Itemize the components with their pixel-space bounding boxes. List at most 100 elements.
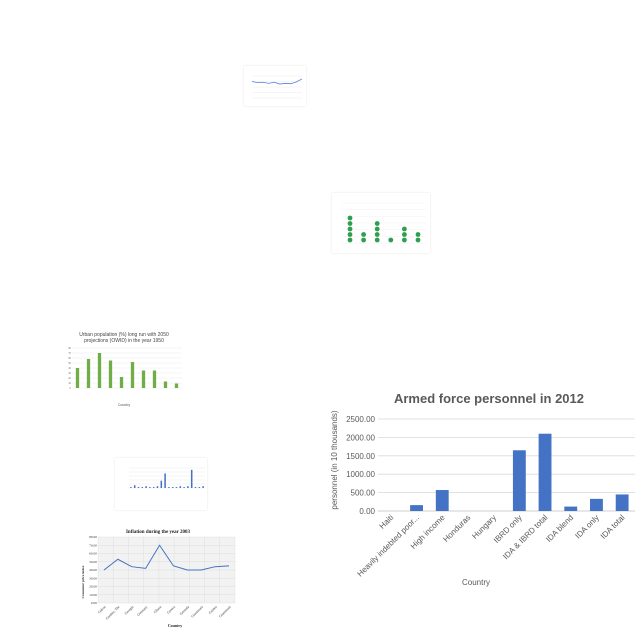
x-tick-label: Georgia	[124, 605, 135, 616]
y-tick-label: 60	[68, 357, 71, 360]
y-tick-label: 20	[68, 377, 71, 380]
y-tick-label: 50.00	[89, 560, 97, 564]
chart-ylabel: Consumer price index	[81, 565, 85, 598]
bar	[190, 469, 193, 488]
y-tick-label: 1500.00	[346, 452, 375, 461]
blue-bars-small-panel	[115, 458, 207, 510]
y-tick-label: 2000.00	[346, 433, 375, 442]
chart-title-line1: Urban population (%) long run with 2050	[79, 332, 169, 338]
data-dot	[374, 232, 380, 237]
bar	[137, 487, 140, 488]
y-tick-label: 60.00	[89, 552, 97, 556]
bar	[156, 486, 159, 488]
series-line	[103, 544, 230, 571]
chart-title: Armed force personnel in 2012	[394, 391, 584, 406]
bar	[512, 450, 526, 511]
data-dot	[402, 226, 407, 232]
inflation-panel: Inflation during the year 2003 Consumer …	[80, 525, 240, 630]
bar	[410, 505, 423, 511]
data-dot	[347, 226, 353, 232]
line-chart-small	[251, 75, 303, 99]
x-tick-label: Ghana	[153, 605, 163, 615]
bar	[198, 487, 201, 488]
x-tick-label: Gambia, The	[105, 605, 122, 622]
y-tick-label: 1000.00	[346, 470, 375, 479]
y-tick-label: 30	[68, 372, 71, 375]
data-dot	[374, 221, 380, 226]
x-tick-label: Haiti	[378, 513, 396, 531]
bar	[179, 486, 182, 488]
bar	[133, 485, 136, 488]
y-tick-label: 40.00	[89, 568, 97, 572]
chart-xlabel: Country	[118, 403, 131, 407]
data-dot	[347, 221, 353, 226]
armed-force-panel: Armed force personnel in 2012 personnel …	[325, 380, 640, 595]
x-tick-label: IDA total	[599, 513, 627, 541]
chart-xlabel: Country	[462, 578, 490, 587]
bar	[174, 383, 179, 388]
bar	[119, 377, 124, 388]
bar	[175, 487, 178, 488]
x-tick-label: Gabon	[97, 605, 107, 615]
x-tick-label: IDA only	[573, 513, 600, 540]
y-tick-label: 40	[68, 367, 71, 370]
line-chart-small-panel	[244, 66, 306, 106]
bar	[97, 353, 102, 388]
x-tick-label: Germany	[136, 605, 148, 617]
bar	[141, 370, 146, 388]
bar	[183, 487, 185, 488]
y-tick-label: 2500.00	[346, 415, 375, 424]
bar	[86, 359, 91, 388]
x-tick-label: IDA & IBRD total	[501, 513, 549, 561]
bar	[202, 486, 204, 488]
bar	[149, 487, 151, 488]
bar	[171, 487, 174, 488]
x-tick-label: Greece	[166, 605, 176, 615]
data-dot	[374, 237, 380, 243]
x-tick-label: Guinea	[208, 605, 218, 615]
bar	[194, 487, 197, 488]
data-dot	[347, 215, 353, 221]
data-dot	[347, 232, 353, 237]
bar	[187, 486, 189, 488]
bar	[163, 381, 168, 388]
series-line	[251, 78, 303, 85]
bar	[130, 362, 135, 388]
y-tick-label: 20.00	[89, 585, 97, 589]
x-tick-label: Honduras	[441, 513, 472, 544]
y-tick-label: 50	[68, 362, 71, 365]
y-tick-label: 30.00	[89, 576, 97, 580]
data-dot	[361, 232, 366, 237]
dot-plot-chart	[342, 202, 426, 244]
data-dot	[374, 226, 380, 232]
chart-ylabel: personnel (in 10 thousands)	[330, 410, 339, 510]
chart-title: Inflation during the year 2003	[126, 530, 191, 535]
data-dot	[347, 237, 353, 243]
data-dot	[361, 237, 366, 243]
bar	[168, 487, 170, 488]
y-tick-label: 10	[68, 382, 71, 385]
bar	[164, 473, 166, 488]
chart-xlabel: Country	[168, 623, 182, 628]
y-tick-label: 80.00	[89, 535, 97, 539]
y-tick-label: 500.00	[351, 489, 376, 498]
data-dot	[402, 232, 407, 237]
bar	[152, 370, 157, 388]
x-tick-label: Guatemala	[218, 605, 232, 619]
x-tick-label: Grenada	[179, 605, 191, 617]
y-tick-label: 80	[68, 347, 71, 350]
armed-force-chart: Armed force personnel in 2012 personnel …	[330, 391, 635, 587]
urban-population-panel: Urban population (%) long run with 2050 …	[60, 328, 185, 408]
y-tick-label: 70	[68, 352, 71, 355]
bar	[564, 506, 578, 511]
bar	[145, 486, 147, 488]
y-tick-label: 10.00	[89, 593, 97, 597]
data-dot	[402, 237, 407, 243]
data-dot	[415, 232, 421, 237]
y-tick-label: 0.00	[91, 601, 97, 605]
urban-population-chart: Urban population (%) long run with 2050 …	[68, 332, 182, 407]
y-tick-label: 0.00	[359, 507, 375, 516]
x-tick-label: IDA blend	[544, 513, 575, 544]
data-dot	[388, 237, 394, 243]
x-tick-label: Guatemala	[190, 605, 204, 619]
